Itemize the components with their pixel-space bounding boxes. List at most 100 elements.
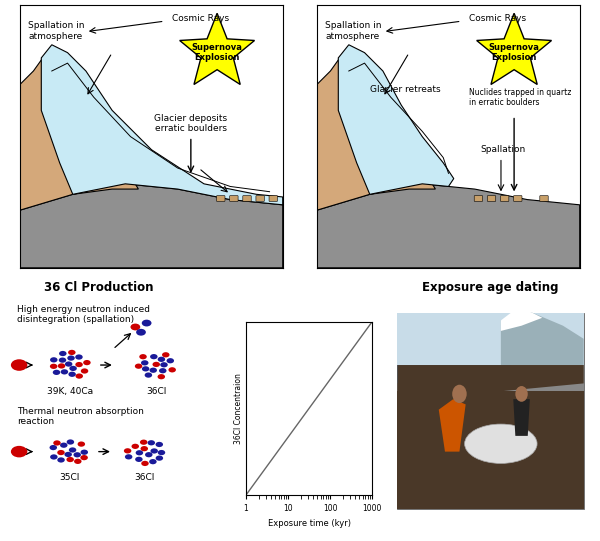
Text: Glacier retreats: Glacier retreats (370, 85, 440, 94)
Circle shape (141, 461, 149, 466)
Text: Spallation: Spallation (480, 145, 525, 154)
Circle shape (142, 320, 151, 326)
Circle shape (61, 370, 68, 374)
X-axis label: Exposure time (kyr): Exposure time (kyr) (268, 519, 350, 527)
Text: Exposure age dating: Exposure age dating (422, 281, 559, 294)
Circle shape (77, 441, 85, 447)
Circle shape (131, 324, 140, 331)
Circle shape (149, 459, 157, 464)
Circle shape (145, 452, 152, 457)
Circle shape (50, 454, 58, 460)
Text: 39K, 40Ca: 39K, 40Ca (47, 387, 93, 397)
Circle shape (53, 440, 61, 446)
FancyBboxPatch shape (243, 196, 251, 201)
Text: Thermal neutron absorption
reaction: Thermal neutron absorption reaction (17, 407, 144, 426)
Circle shape (162, 352, 170, 358)
Polygon shape (439, 399, 466, 452)
Circle shape (11, 446, 28, 457)
Circle shape (80, 455, 88, 460)
Polygon shape (513, 399, 530, 436)
Text: 36Cl: 36Cl (134, 473, 155, 481)
FancyBboxPatch shape (256, 196, 265, 201)
FancyBboxPatch shape (540, 196, 548, 201)
Circle shape (125, 454, 133, 459)
Polygon shape (317, 52, 436, 268)
Circle shape (135, 457, 143, 462)
Polygon shape (501, 313, 584, 365)
Circle shape (145, 372, 152, 378)
Circle shape (139, 354, 147, 359)
FancyBboxPatch shape (500, 196, 509, 201)
Circle shape (60, 443, 68, 448)
Circle shape (452, 385, 467, 403)
Text: Cosmic Rays: Cosmic Rays (172, 14, 230, 23)
Polygon shape (317, 184, 580, 268)
Circle shape (131, 444, 139, 449)
FancyBboxPatch shape (487, 196, 496, 201)
Circle shape (140, 446, 148, 451)
Y-axis label: 36Cl Concentraion: 36Cl Concentraion (234, 373, 243, 444)
FancyBboxPatch shape (269, 196, 277, 201)
Circle shape (80, 450, 88, 455)
Circle shape (150, 354, 158, 359)
Circle shape (158, 357, 165, 362)
Circle shape (140, 440, 148, 445)
Circle shape (136, 329, 146, 335)
Text: High energy neutron induced
disintegration (spallation): High energy neutron induced disintegrati… (17, 305, 150, 324)
Circle shape (74, 459, 82, 464)
Circle shape (67, 457, 74, 462)
Circle shape (50, 364, 58, 369)
Circle shape (149, 368, 157, 373)
Circle shape (159, 368, 167, 373)
FancyBboxPatch shape (397, 313, 584, 365)
Circle shape (76, 362, 83, 367)
Text: 36 Cl Production: 36 Cl Production (44, 281, 153, 294)
Text: Supernova
Explosion: Supernova Explosion (488, 43, 539, 62)
Circle shape (124, 448, 131, 453)
FancyBboxPatch shape (230, 196, 238, 201)
Circle shape (67, 355, 75, 361)
Text: Spallation in
atmosphere: Spallation in atmosphere (28, 21, 85, 41)
Text: Nuclides trapped in quartz
in erratic boulders: Nuclides trapped in quartz in erratic bo… (469, 88, 572, 107)
Polygon shape (501, 313, 542, 331)
Polygon shape (476, 14, 551, 84)
Circle shape (67, 439, 74, 445)
FancyBboxPatch shape (474, 196, 482, 201)
Polygon shape (20, 52, 139, 268)
Polygon shape (338, 45, 454, 194)
Ellipse shape (464, 424, 537, 464)
Circle shape (160, 362, 168, 367)
Circle shape (76, 373, 83, 379)
Text: 36Cl: 36Cl (146, 387, 166, 397)
Circle shape (152, 362, 160, 367)
FancyBboxPatch shape (397, 313, 584, 510)
Polygon shape (41, 45, 283, 205)
Circle shape (83, 360, 91, 365)
FancyBboxPatch shape (514, 196, 522, 201)
Circle shape (57, 450, 65, 455)
Circle shape (73, 452, 81, 458)
Circle shape (68, 372, 76, 377)
Text: Supernova
Explosion: Supernova Explosion (191, 43, 242, 62)
Polygon shape (179, 14, 254, 84)
Circle shape (59, 358, 66, 363)
Circle shape (64, 452, 72, 457)
Circle shape (136, 450, 143, 456)
Circle shape (59, 351, 67, 356)
Text: Spallation in
atmosphere: Spallation in atmosphere (325, 21, 382, 41)
Circle shape (151, 448, 158, 453)
Polygon shape (20, 184, 283, 268)
Circle shape (515, 386, 528, 402)
Polygon shape (397, 365, 584, 510)
Text: 35Cl: 35Cl (59, 473, 80, 481)
Text: Glacier deposits
erratic boulders: Glacier deposits erratic boulders (154, 114, 227, 133)
Circle shape (155, 442, 163, 447)
Circle shape (155, 456, 163, 461)
Circle shape (57, 457, 65, 463)
Circle shape (58, 364, 65, 368)
Circle shape (148, 440, 155, 445)
Circle shape (141, 360, 148, 366)
Text: Cosmic Rays: Cosmic Rays (469, 14, 527, 23)
Circle shape (81, 368, 88, 374)
Circle shape (65, 361, 73, 367)
